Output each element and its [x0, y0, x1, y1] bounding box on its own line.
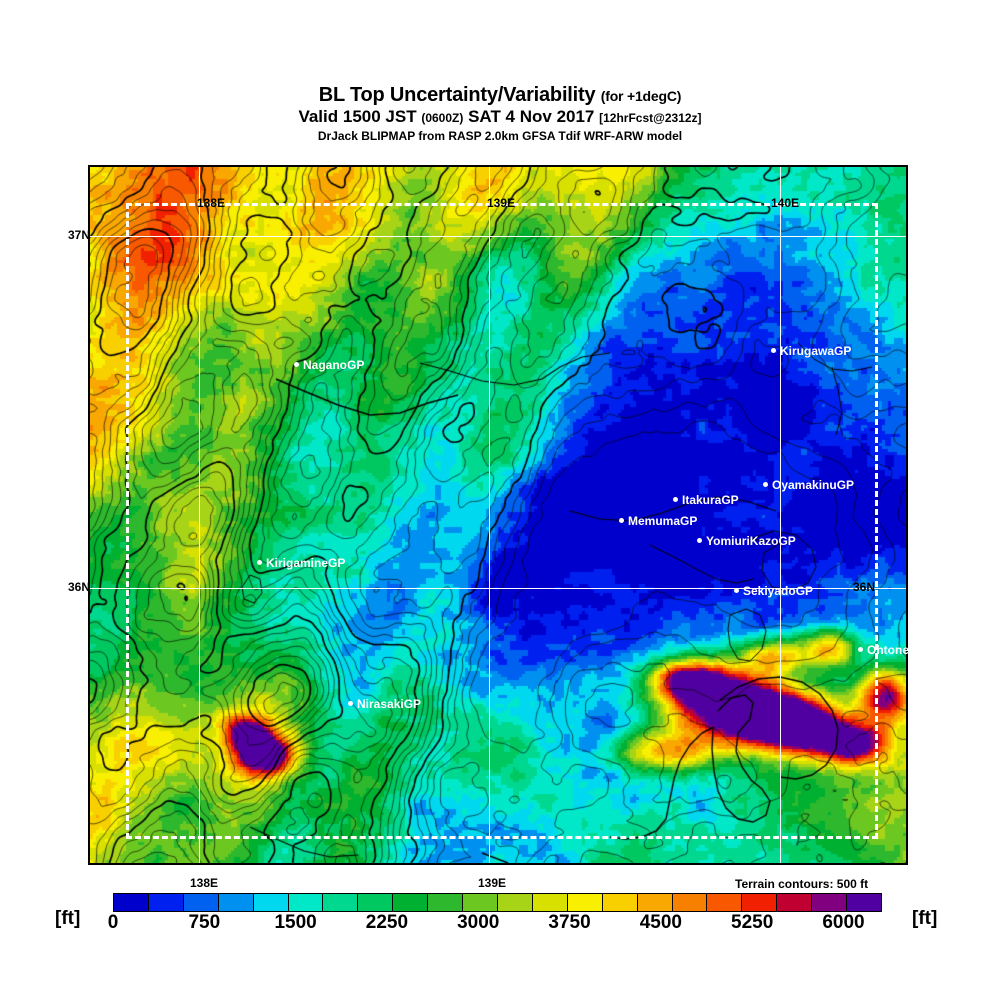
forecast-domain-box — [126, 203, 878, 839]
title-line-2: Valid 1500 JST (0600Z) SAT 4 Nov 2017 [1… — [0, 107, 1000, 128]
station-marker-sekiyadogp[interactable]: SekiyadoGP — [734, 584, 813, 597]
axis-label-36n-right: 36N — [853, 580, 876, 594]
colorbar-swatch-19 — [777, 894, 813, 911]
station-dot-icon — [673, 497, 678, 503]
colorbar-tick-750: 750 — [188, 912, 221, 933]
colorbar-tick-6000: 6000 — [822, 912, 865, 933]
station-dot-icon — [257, 560, 262, 566]
axis-label-139e-top: 139E — [487, 196, 516, 210]
colorbar-swatch-5 — [288, 894, 324, 911]
colorbar-swatch-15 — [637, 894, 673, 911]
title-block: BL Top Uncertainty/Variability (for +1de… — [0, 84, 1000, 144]
axis-label-37n-left: 37N — [68, 228, 91, 242]
valid-time: Valid 1500 JST — [298, 107, 417, 126]
title-main: BL Top Uncertainty/Variability — [318, 84, 596, 106]
terrain-contour-note: Terrain contours: 500 ft — [735, 877, 869, 891]
station-marker-ohtone[interactable]: Ohtone — [858, 643, 909, 656]
station-dot-icon — [771, 348, 776, 354]
contour-overlay-canvas — [90, 167, 906, 863]
colorbar-swatch-20 — [812, 894, 848, 911]
station-label: Ohtone — [867, 642, 909, 657]
station-label: KirugawaGP — [780, 343, 852, 358]
station-marker-nirasakigp[interactable]: NirasakiGP — [348, 697, 421, 710]
colorbar-swatch-18 — [742, 894, 778, 911]
colorbar-tick-1500: 1500 — [274, 912, 317, 933]
station-label: NirasakiGP — [357, 696, 422, 711]
colorbar-swatch-3 — [218, 894, 254, 911]
colorbar-swatch-4 — [253, 894, 289, 911]
station-dot-icon — [619, 518, 624, 524]
graticule-line-138e — [199, 167, 200, 863]
station-marker-memumagp[interactable]: MemumaGP — [619, 514, 697, 527]
graticule-line-37n — [90, 236, 906, 237]
valid-date: SAT 4 Nov 2017 — [468, 107, 595, 126]
colorbar-tick-5250: 5250 — [731, 912, 774, 933]
station-marker-naganogp[interactable]: NaganoGP — [294, 358, 364, 371]
colorbar-tick-0: 0 — [107, 912, 119, 933]
station-label: OyamakinuGP — [772, 477, 855, 492]
colorbar-panel: [ft] [ft] 0 750 1500 2250 3000 3750 4500 5250 60… — [0, 888, 1000, 938]
graticule-line-139e — [489, 167, 490, 863]
colorbar-swatch-7 — [358, 894, 394, 911]
station-dot-icon — [348, 701, 353, 707]
station-marker-itakuragp[interactable]: ItakuraGP — [673, 493, 739, 506]
station-marker-kirugawagp[interactable]: KirugawaGP — [771, 344, 851, 357]
station-marker-oyamakinugp[interactable]: OyamakinuGP — [763, 478, 854, 491]
colorbar-swatch-9 — [428, 894, 464, 911]
station-label: YomiuriKazoGP — [706, 533, 796, 548]
axis-label-138e-top: 138E — [197, 196, 226, 210]
station-marker-kirigaminegp[interactable]: KirigamineGP — [257, 556, 345, 569]
colorbar-swatch-13 — [567, 894, 603, 911]
colorbar-swatch-11 — [497, 894, 533, 911]
colorbar-swatch-2 — [183, 894, 219, 911]
graticule-line-140e — [780, 167, 781, 863]
colorbar-tick-2250: 2250 — [365, 912, 409, 933]
station-dot-icon — [734, 588, 739, 594]
station-label: FujiganeGP — [398, 870, 465, 885]
station-marker-fujiganegp[interactable]: FujiganeGP — [389, 871, 465, 884]
station-dot-icon — [697, 538, 702, 544]
axis-label-138e-bottom: 138E — [190, 876, 219, 890]
colorbar-swatch-1 — [148, 894, 184, 911]
station-dot-icon — [294, 362, 299, 368]
station-dot-icon — [763, 482, 768, 488]
colorbar-units-left: [ft] — [55, 908, 81, 929]
axis-label-36n-left: 36N — [68, 580, 91, 594]
colorbar-swatch-14 — [602, 894, 638, 911]
station-marker-yomiurikazogp[interactable]: YomiuriKazoGP — [697, 534, 796, 547]
title-line-1: BL Top Uncertainty/Variability (for +1de… — [0, 84, 1000, 107]
colorbar-swatch-10 — [463, 894, 498, 911]
station-label: MemumaGP — [628, 513, 698, 528]
valid-time-utc: (0600Z) — [421, 111, 464, 125]
station-dot-icon — [389, 875, 394, 881]
colorbar-swatch-8 — [393, 894, 429, 911]
colorbar-tick-3750: 3750 — [548, 912, 591, 933]
colorbar-swatch-16 — [672, 894, 708, 911]
axis-label-139e-bottom: 139E — [478, 876, 507, 890]
colorbar-units-right: [ft] — [912, 908, 938, 929]
title-subscript: (for +1degC) — [600, 88, 682, 104]
station-label: NaganoGP — [303, 357, 365, 372]
station-label: KirigamineGP — [266, 555, 346, 570]
map-panel[interactable] — [88, 165, 908, 865]
colorbar-swatch-6 — [323, 894, 359, 911]
title-line-3: DrJack BLIPMAP from RASP 2.0km GFSA Tdif… — [317, 129, 683, 143]
station-label: ItakuraGP — [682, 492, 739, 507]
station-dot-icon — [858, 647, 863, 653]
colorbar-swatches — [113, 893, 882, 912]
colorbar-tick-4500: 4500 — [639, 912, 682, 933]
colorbar-swatch-17 — [707, 894, 743, 911]
forecast-hour: [12hrFcst@2312z] — [599, 111, 702, 125]
station-label: SekiyadoGP — [743, 583, 814, 598]
colorbar-swatch-21 — [847, 894, 881, 911]
graticule-line-36n — [90, 588, 906, 589]
colorbar-swatch-12 — [532, 894, 568, 911]
colorbar-tick-3000: 3000 — [457, 912, 500, 933]
colorbar-swatch-0 — [114, 894, 149, 911]
axis-label-140e-top: 140E — [771, 196, 800, 210]
